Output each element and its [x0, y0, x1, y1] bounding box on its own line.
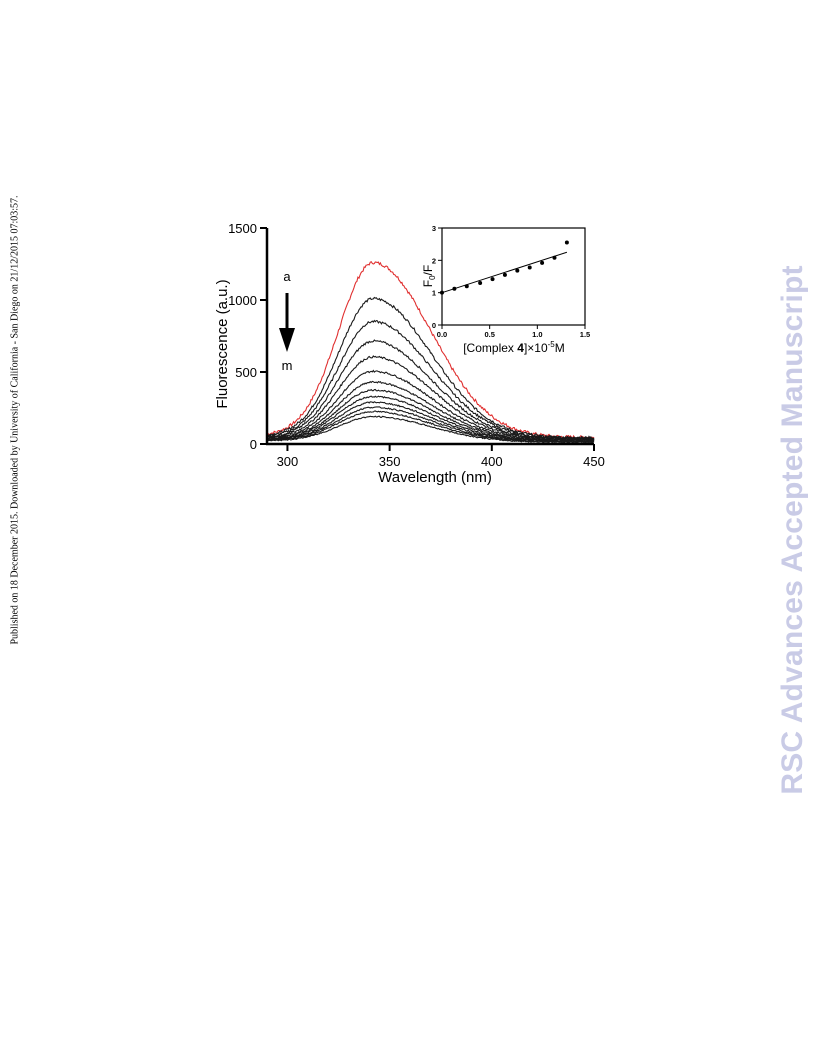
main-y-tick-label: 500: [235, 365, 257, 380]
inset-x-label-bold: 4: [517, 341, 524, 355]
inset-data-point: [464, 284, 469, 289]
spectrum-line: [266, 406, 595, 443]
inset-x-label-exp: -5: [548, 340, 556, 349]
annotation-start-label: a: [283, 269, 291, 284]
fit-line: [441, 251, 568, 294]
main-y-tick-label: 1000: [228, 293, 257, 308]
inset-data-point: [478, 280, 483, 285]
inset-x-label-text: [Complex: [463, 341, 517, 355]
inset-x-tick-label: 1.0: [532, 330, 542, 339]
down-arrow-icon: [279, 293, 295, 352]
inset-y-tick-label: 0: [432, 321, 436, 330]
main-x-axis-label: Wavelength (nm): [378, 469, 492, 486]
inset-data-point: [490, 277, 495, 282]
spectrum-line: [267, 355, 595, 441]
main-y-tick-label: 1500: [228, 221, 257, 236]
inset-data-point: [502, 272, 507, 277]
inset-x-tick-label: 1.5: [580, 330, 590, 339]
inset-data-point: [452, 286, 457, 291]
inset-data-point: [540, 260, 545, 265]
main-x-tick-label: 400: [481, 454, 503, 469]
main-x-tick-label: 450: [583, 454, 605, 469]
inset-data-point: [564, 240, 569, 245]
inset-data-point: [552, 255, 557, 260]
inset-y-tick-label: 2: [432, 256, 436, 265]
inset-data-point: [527, 265, 532, 270]
inset-y-label-sub: 0: [428, 275, 437, 280]
inset-frame: [441, 227, 586, 326]
inset-y-ticks: 0 1 2 3: [432, 224, 442, 330]
inset-x-ticks: 0.0 0.5 1.0 1.5: [437, 325, 590, 339]
inset-y-axis-label: F0/F: [421, 265, 437, 287]
inset-x-label-unit: M: [555, 341, 565, 355]
main-x-ticks: 300 350 400 450: [277, 444, 605, 469]
inset-x-axis-label: [Complex 4]×10-5M: [463, 340, 565, 355]
inset-y-label-f: F: [421, 280, 435, 287]
inset-y-tick-label: 1: [432, 289, 436, 298]
spectrum-line: [266, 339, 595, 440]
inset-fit-line: [441, 251, 568, 294]
main-y-ticks: 0 500 1000 1500: [228, 221, 267, 452]
inset-points: [440, 240, 569, 295]
inset-x-tick-label: 0.0: [437, 330, 447, 339]
inset-x-tick-label: 0.5: [484, 330, 494, 339]
spectrum-line: [266, 415, 595, 444]
inset-x-label-rest: ]×10: [524, 341, 548, 355]
main-x-tick-label: 300: [277, 454, 299, 469]
main-y-axis-label: Fluorescence (a.u.): [214, 279, 231, 408]
main-y-tick-label: 0: [250, 437, 257, 452]
inset-data-point: [515, 268, 520, 273]
spectrum-line: [266, 369, 595, 442]
inset-y-label-rest: /F: [421, 265, 435, 276]
main-x-tick-label: 350: [379, 454, 401, 469]
main-spectra: [266, 260, 595, 444]
inset-y-tick-label: 3: [432, 224, 436, 233]
annotation-end-label: m: [282, 358, 293, 373]
